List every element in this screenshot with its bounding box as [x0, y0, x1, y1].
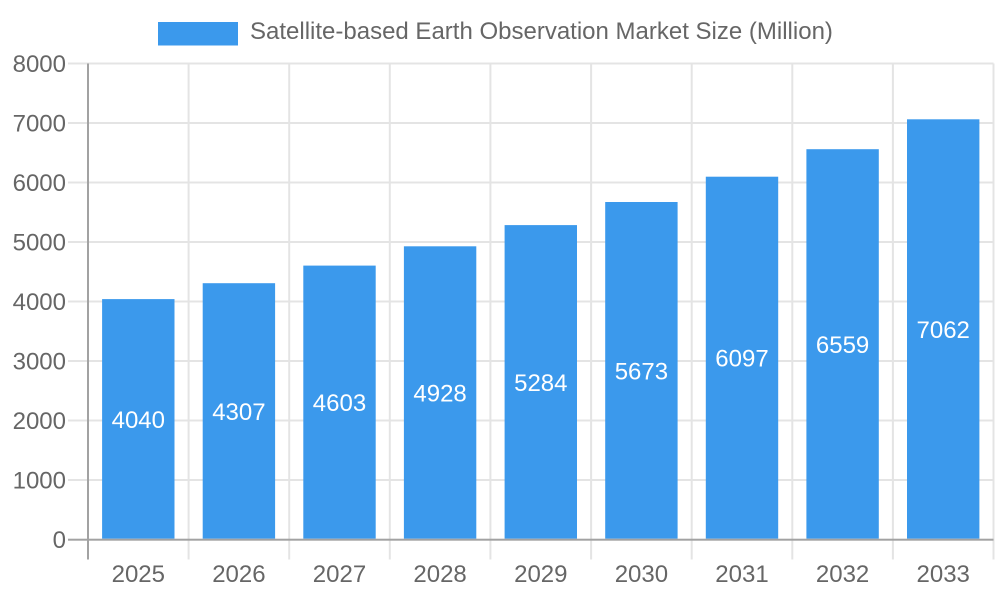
svg-text:4603: 4603	[313, 390, 366, 417]
svg-text:1000: 1000	[13, 468, 66, 495]
svg-text:4040: 4040	[112, 407, 165, 434]
svg-text:2025: 2025	[112, 561, 165, 588]
svg-text:Satellite-based Earth Observat: Satellite-based Earth Observation Market…	[250, 18, 833, 45]
svg-text:2028: 2028	[413, 561, 466, 588]
svg-text:5284: 5284	[514, 370, 567, 397]
svg-text:2033: 2033	[917, 561, 970, 588]
svg-text:6559: 6559	[816, 332, 869, 359]
svg-text:7062: 7062	[917, 317, 970, 344]
svg-text:2000: 2000	[13, 408, 66, 435]
svg-text:2026: 2026	[212, 561, 265, 588]
svg-text:4307: 4307	[212, 399, 265, 426]
svg-text:5000: 5000	[13, 230, 66, 257]
svg-text:6097: 6097	[715, 346, 768, 373]
svg-text:8000: 8000	[13, 51, 66, 78]
svg-text:4000: 4000	[13, 289, 66, 316]
svg-text:4928: 4928	[413, 381, 466, 408]
svg-text:2027: 2027	[313, 561, 366, 588]
svg-text:6000: 6000	[13, 170, 66, 197]
svg-text:7000: 7000	[13, 111, 66, 138]
svg-text:5673: 5673	[615, 358, 668, 385]
svg-text:2029: 2029	[514, 561, 567, 588]
svg-text:2031: 2031	[715, 561, 768, 588]
svg-text:2032: 2032	[816, 561, 869, 588]
svg-text:2030: 2030	[615, 561, 668, 588]
svg-text:0: 0	[53, 527, 66, 554]
svg-text:3000: 3000	[13, 349, 66, 376]
